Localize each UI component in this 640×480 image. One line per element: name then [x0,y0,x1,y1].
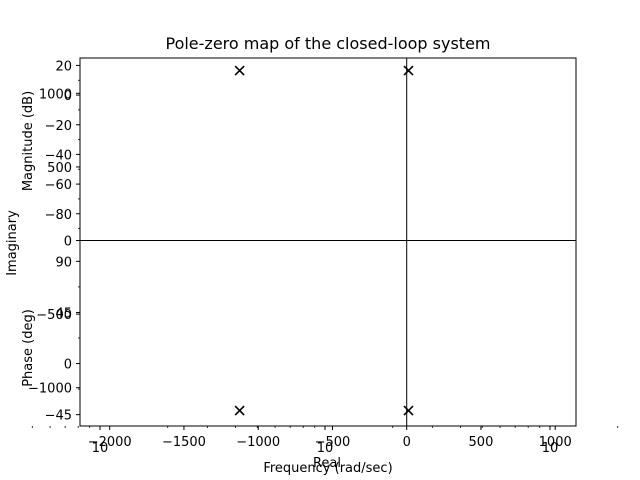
frequency-tick-label: 10 [92,441,109,456]
y-tick-label: 500 [47,161,72,176]
pole-zero-plot: −2000 −1500 −1000 −500 0 500 1000−1000−5000500… [28,57,577,450]
chart-title: Pole-zero map of the closed-loop system [165,34,490,53]
y-tick-label: −1000 [28,382,72,397]
magnitude-y-label: Magnitude (dB) [21,91,36,191]
magnitude-y-tick-label: −20 [45,119,72,134]
magnitude-y-tick-label: 20 [55,59,72,74]
phase-y-tick-label: 90 [55,255,72,270]
plot-frame [79,57,577,427]
phase-y-tick-label: 45 [55,306,72,321]
x-tick-label: −1000 [236,435,280,450]
x-tick-label: −1500 [162,435,206,450]
phase-y-label: Phase (deg) [21,309,36,387]
y-tick-label: 1000 [39,87,72,102]
magnitude-axes: 20 0 −20 −40 −60 −80 [45,59,80,229]
pole-marker [403,65,414,76]
x-tick-label: 0 [403,435,411,450]
magnitude-y-tick-label: 0 [64,89,72,104]
pole-marker [234,405,245,416]
y-tick-label: 0 [64,235,72,250]
x-tick-label: 500 [469,435,494,450]
magnitude-y-tick-label: −80 [45,208,72,223]
pole-marker [234,65,245,76]
x-tick-label: 1000 [539,435,572,450]
x-tick-label: −2000 [88,435,132,450]
frequency-tick-label: 10 [542,441,559,456]
phase-y-tick-label: −45 [45,409,72,424]
magnitude-y-tick-label: −60 [45,178,72,193]
pole-marker [403,405,414,416]
frequency-x-label: Frequency (rad/sec) [263,461,392,476]
magnitude-y-tick-label: −40 [45,148,72,163]
pole-marker-stroke [234,405,245,416]
phase-y-tick-label: 0 [64,358,72,373]
pole-marker-stroke [403,405,414,416]
x-tick-label: −500 [315,435,351,450]
frequency-tick-label: 10 [317,441,334,456]
y-tick-label: −500 [36,308,72,323]
chart-labels: Pole-zero map of the closed-loop system … [5,34,491,476]
pole-marker-stroke [234,65,245,76]
y-axis-label: Imaginary [5,210,20,276]
pole-marker-stroke [403,65,414,76]
x-axis-label: Real [313,456,341,471]
phase-axes: 90 45 0 −45 10 10 10 [31,255,619,456]
